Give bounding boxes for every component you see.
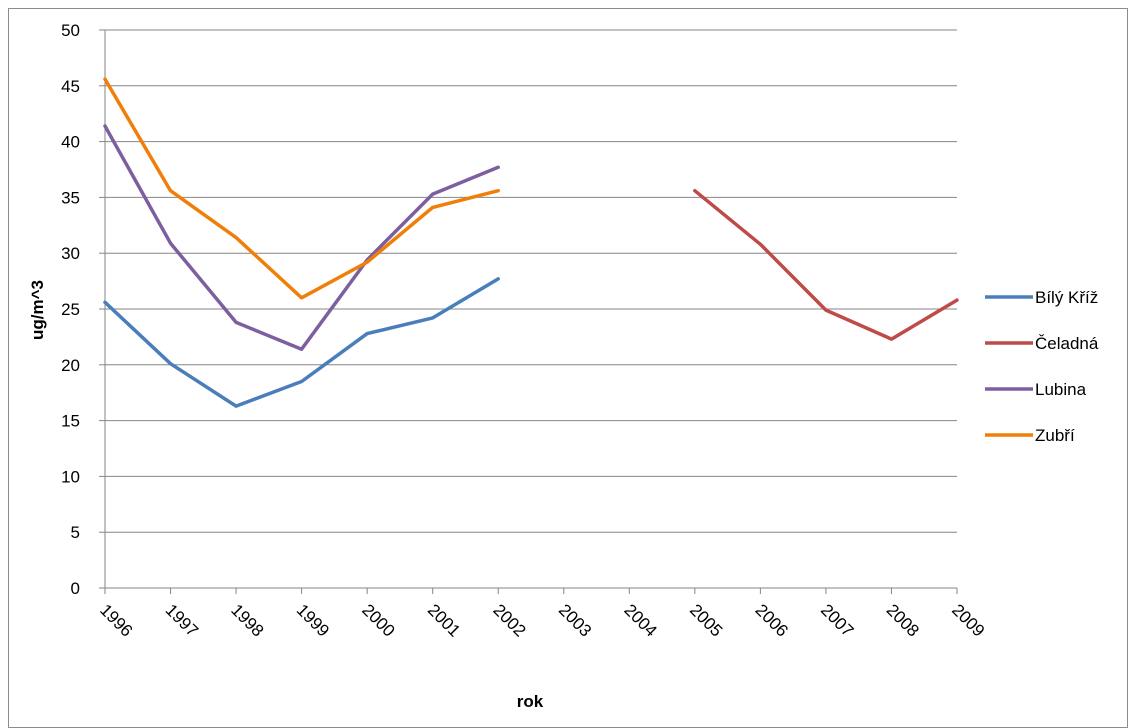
x-tick-label: 2001 (424, 600, 464, 640)
y-tick-label: 25 (61, 300, 80, 319)
x-tick-label: 2004 (620, 600, 660, 640)
series-lines (103, 77, 959, 408)
y-tick-label: 20 (61, 356, 80, 375)
x-tick-label: 1998 (227, 600, 267, 640)
y-axis-title: ug/m^3 (28, 280, 47, 340)
chart-frame (8, 8, 1128, 728)
gridlines (99, 29, 957, 589)
legend-label: Zubří (1035, 426, 1075, 445)
series-line-2 (103, 124, 500, 351)
x-axis-title: rok (517, 692, 544, 711)
series-line-0 (103, 277, 500, 408)
x-tick-label: 2008 (883, 600, 923, 640)
x-tick-label: 1996 (96, 600, 136, 640)
y-tick-label: 30 (61, 244, 80, 263)
y-tick-label: 45 (61, 77, 80, 96)
legend-label: Bílý Kříž (1035, 288, 1098, 307)
y-tick-label: 35 (61, 188, 80, 207)
y-tick-label: 15 (61, 412, 80, 431)
series-line-3 (103, 77, 500, 300)
x-tick-label: 2000 (358, 600, 398, 640)
series-line-1 (693, 188, 959, 341)
x-tick-label: 2006 (752, 600, 792, 640)
x-tick-label: 1997 (162, 600, 202, 640)
x-tick-label: 1999 (293, 600, 333, 640)
x-tick-labels: 1996 1997 1998 1999 2000 2001 2002 2003 2004 2005… (96, 588, 988, 641)
y-tick-label: 50 (61, 21, 80, 40)
x-tick-label: 2007 (817, 600, 857, 640)
axes (104, 30, 957, 589)
y-tick-labels: 0 5 10 15 20 25 30 35 40 45 50 (61, 21, 80, 598)
y-tick-label: 40 (61, 133, 80, 152)
y-tick-label: 0 (71, 579, 80, 598)
legend-label: Čeladná (1035, 334, 1099, 353)
legend: Bílý Kříž Čeladná Lubina Zubří (985, 288, 1099, 445)
x-tick-label: 2002 (489, 600, 529, 640)
x-tick-label: 2003 (555, 600, 595, 640)
x-tick-label: 2009 (948, 600, 988, 640)
legend-label: Lubina (1035, 380, 1087, 399)
y-tick-label: 10 (61, 467, 80, 486)
x-tick-label: 2005 (686, 600, 726, 640)
y-tick-label: 5 (71, 523, 80, 542)
